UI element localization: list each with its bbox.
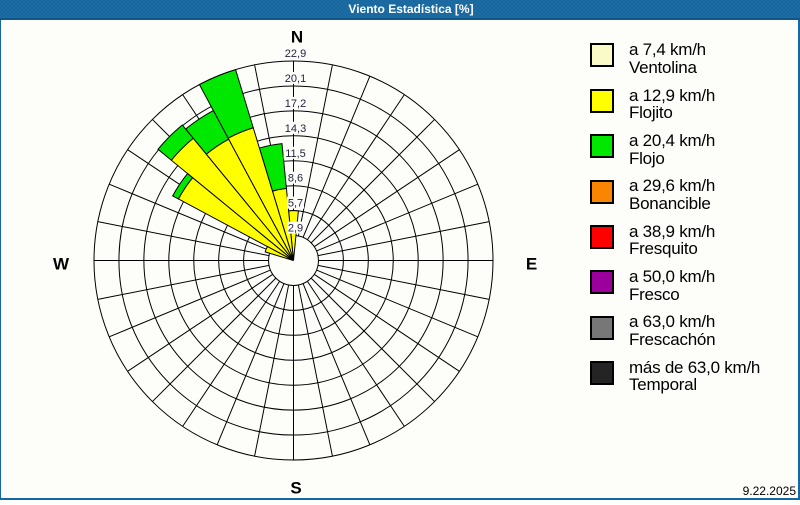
svg-text:22,9: 22,9 [285, 48, 306, 60]
svg-text:11,5: 11,5 [285, 148, 306, 160]
svg-text:14,3: 14,3 [285, 123, 306, 135]
svg-text:2,9: 2,9 [288, 223, 303, 235]
svg-text:20,1: 20,1 [285, 73, 306, 85]
svg-text:N: N [291, 28, 303, 47]
svg-text:E: E [526, 255, 537, 274]
svg-text:17,2: 17,2 [285, 98, 306, 110]
svg-text:W: W [53, 255, 70, 274]
svg-text:8,6: 8,6 [288, 173, 303, 185]
svg-text:S: S [290, 479, 301, 498]
svg-text:5,7: 5,7 [288, 198, 303, 210]
